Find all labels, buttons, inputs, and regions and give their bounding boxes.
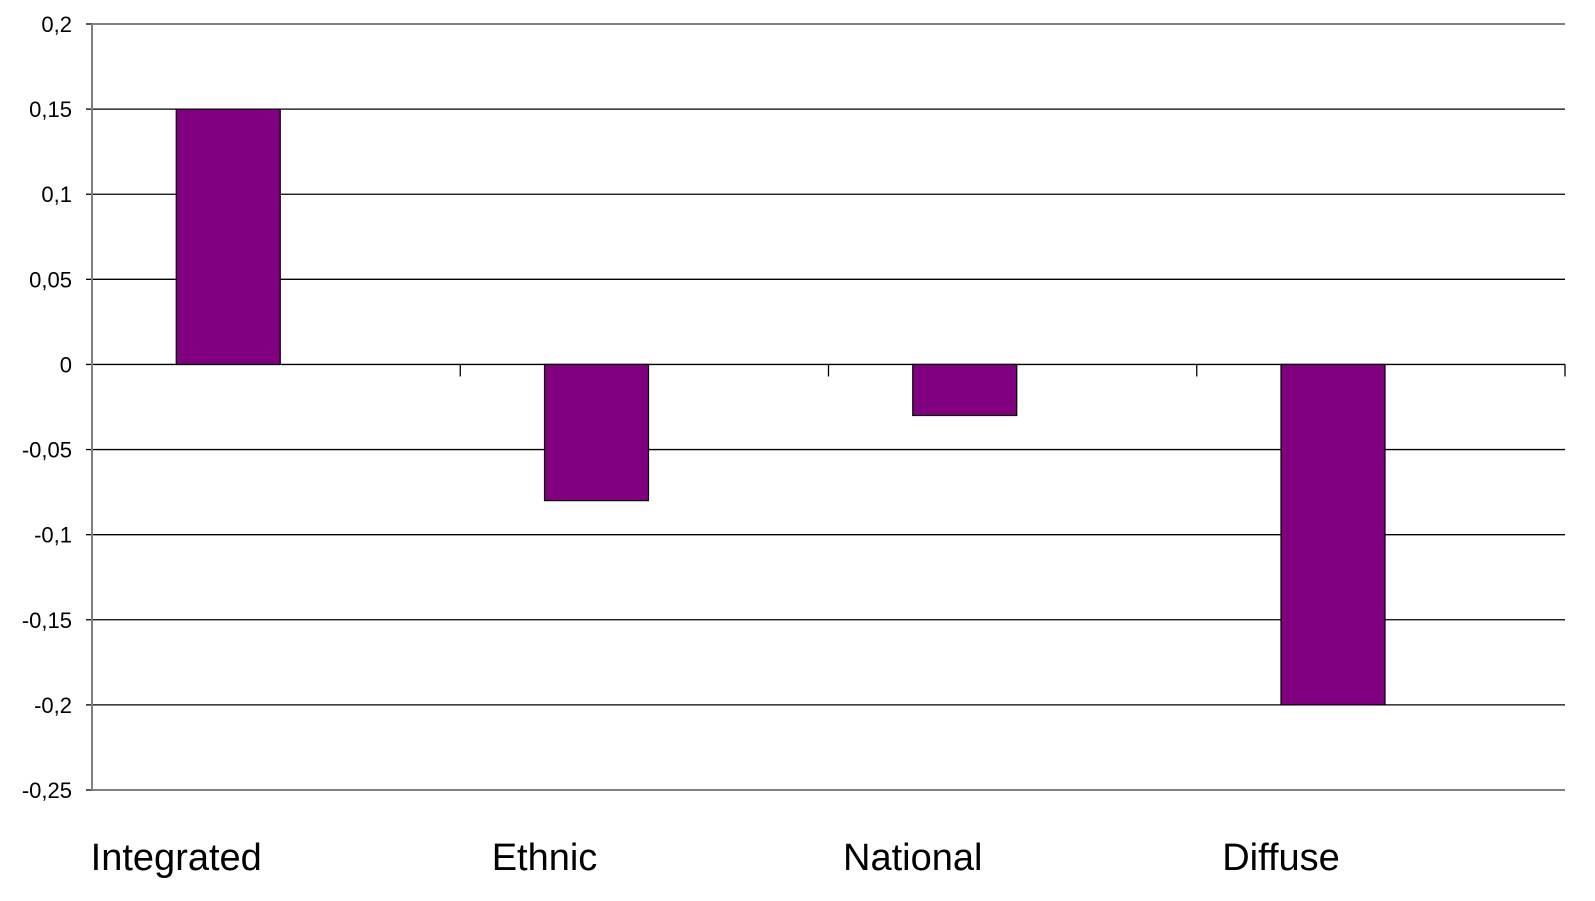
y-tick-label: -0,2 — [34, 693, 72, 718]
y-tick-label: 0 — [60, 352, 72, 377]
x-category-label: Ethnic — [492, 837, 598, 879]
axes — [86, 23, 1566, 791]
y-tick-label: -0,05 — [22, 438, 72, 463]
bar-national — [912, 363, 1018, 417]
y-tick-label: -0,1 — [34, 523, 72, 548]
y-tick-label: 0,05 — [29, 267, 72, 292]
labels: 0,2 0,15 0,1 0,05 0 -0,05 -0,1 -0,15 -0,2 -0,25 In… — [22, 12, 1340, 879]
bar-diffuse — [1280, 363, 1386, 706]
y-tick-label: 0,2 — [41, 12, 72, 37]
y-tick-label: 0,15 — [29, 97, 72, 122]
bars — [175, 108, 1386, 706]
y-tick-label: 0,1 — [41, 182, 72, 207]
x-category-label: Integrated — [91, 837, 262, 879]
bar-ethnic — [543, 363, 650, 502]
bar-integrated — [175, 108, 281, 366]
x-category-label: Diffuse — [1222, 837, 1340, 879]
x-category-label: National — [843, 837, 982, 879]
y-tick-label: -0,25 — [22, 778, 72, 803]
y-tick-label: -0,15 — [22, 608, 72, 633]
